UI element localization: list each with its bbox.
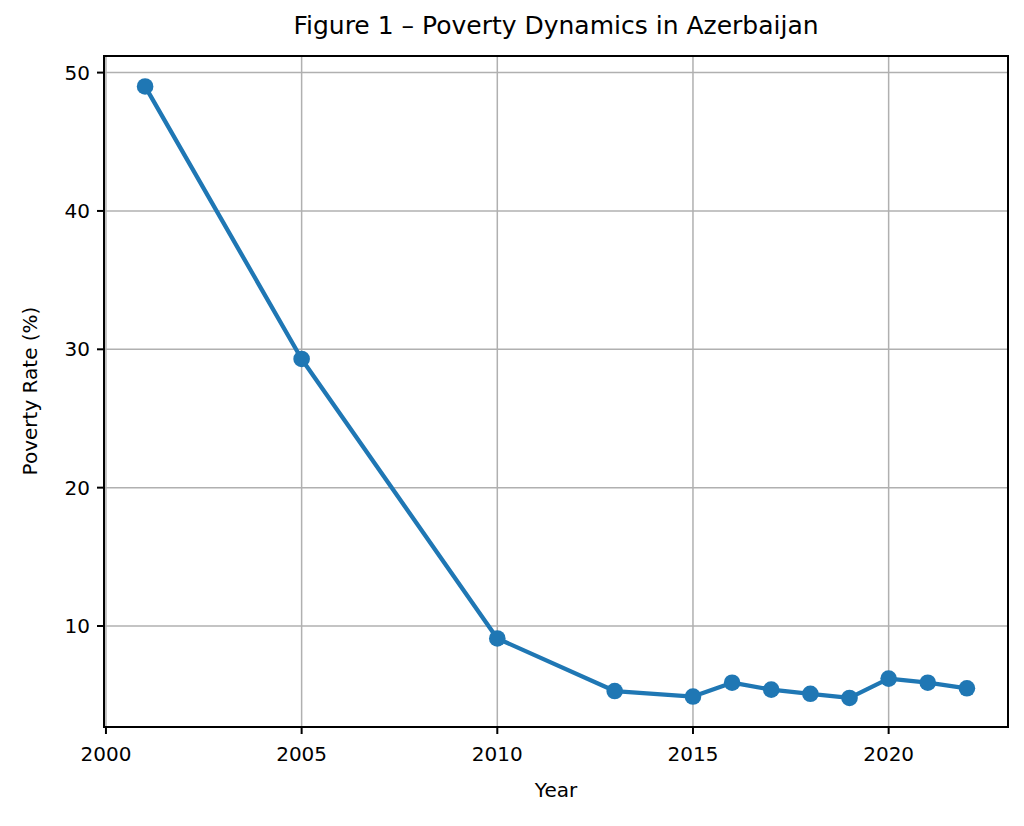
y-tick-label: 10 bbox=[65, 614, 90, 638]
x-tick-label: 2005 bbox=[276, 742, 327, 766]
data-point bbox=[919, 674, 936, 691]
data-point bbox=[724, 674, 741, 691]
data-point bbox=[606, 683, 623, 700]
data-point bbox=[293, 351, 310, 368]
data-point bbox=[959, 680, 976, 697]
y-tick-label: 30 bbox=[65, 337, 90, 361]
x-tick-label: 2015 bbox=[668, 742, 719, 766]
x-tick-label: 2020 bbox=[863, 742, 914, 766]
x-tick-label: 2010 bbox=[472, 742, 523, 766]
data-point bbox=[763, 681, 780, 698]
data-point bbox=[137, 78, 154, 95]
data-point bbox=[685, 688, 702, 705]
plot-area: 2000 2005 2010 2015 2020 10 20 30 40 50 bbox=[0, 0, 1024, 826]
y-tick-label: 40 bbox=[65, 199, 90, 223]
y-tick-label: 20 bbox=[65, 476, 90, 500]
data-point bbox=[802, 685, 819, 702]
chart-figure: Figure 1 – Poverty Dynamics in Azerbaija… bbox=[0, 0, 1024, 826]
data-point bbox=[880, 670, 897, 687]
y-tick-label: 50 bbox=[65, 61, 90, 85]
x-axis-label: Year bbox=[104, 778, 1008, 802]
x-tick-label: 2000 bbox=[81, 742, 132, 766]
data-point bbox=[489, 630, 506, 647]
data-line bbox=[145, 86, 967, 698]
data-point bbox=[841, 690, 858, 707]
